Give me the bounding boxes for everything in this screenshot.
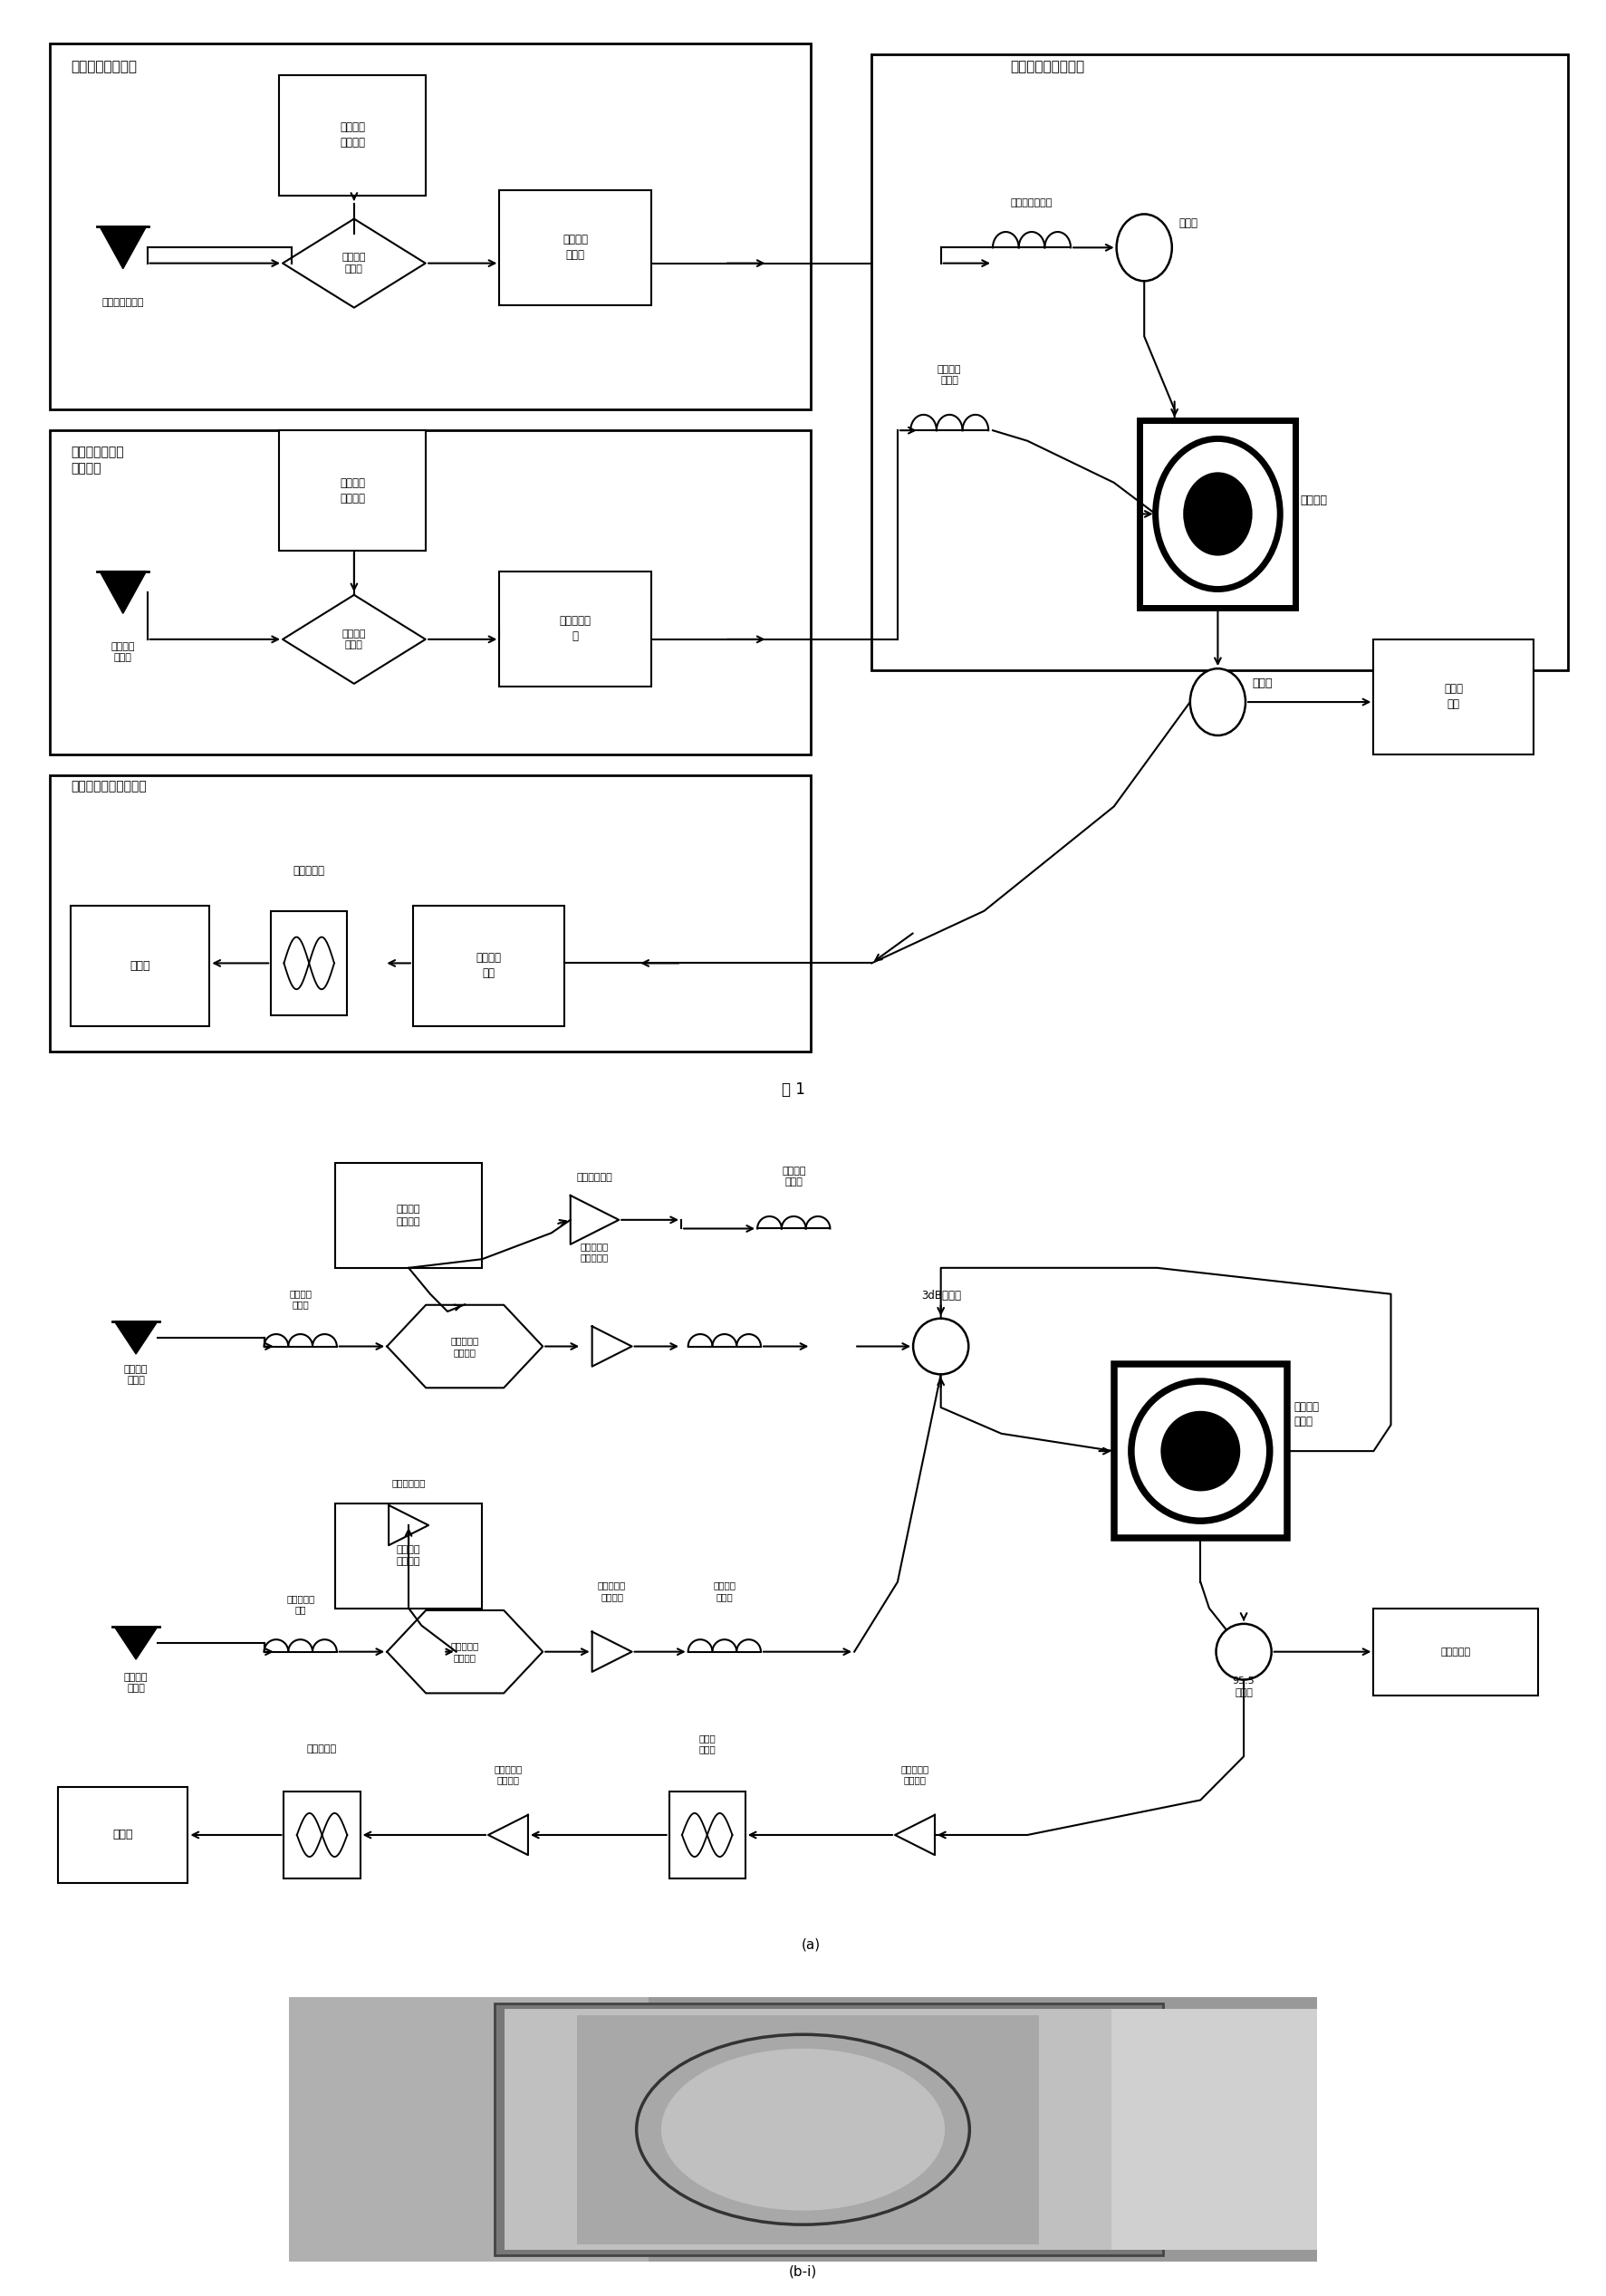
Text: 高功率掺铒
光纤放大器: 高功率掺铒 光纤放大器 (580, 1242, 609, 1263)
Circle shape (636, 2034, 970, 2225)
Text: 第四偏振控
制器: 第四偏振控 制器 (286, 1593, 315, 1614)
Text: 示波器: 示波器 (130, 960, 151, 971)
Text: 载波抑制双边带
产生系统: 载波抑制双边带 产生系统 (71, 445, 124, 475)
Text: 功率监
控器: 功率监 控器 (1444, 684, 1463, 709)
Bar (577, 2016, 1039, 2243)
Text: 第二电信
号发生器: 第二电信 号发生器 (339, 478, 365, 505)
Polygon shape (283, 595, 426, 684)
Circle shape (1216, 1623, 1272, 1681)
Text: 第二偏振
控制器: 第二偏振 控制器 (713, 1582, 736, 1600)
Text: 频率调制码型解调系统: 频率调制码型解调系统 (71, 781, 146, 792)
Text: 第一电放大器: 第一电放大器 (577, 1173, 612, 1182)
Text: 3dB耦合器: 3dB耦合器 (920, 1290, 960, 1302)
Text: 非归零信号发生器: 非归零信号发生器 (71, 60, 137, 73)
Bar (71, 905, 209, 1026)
Polygon shape (389, 1506, 429, 1545)
Text: 硅基微环: 硅基微环 (1299, 494, 1327, 505)
Bar (504, 2009, 1153, 2250)
Bar (1111, 2009, 1317, 2250)
Text: 硅基环形
谐振腔: 硅基环形 谐振腔 (1294, 1401, 1319, 1428)
Bar (872, 55, 1569, 670)
Text: 功率监控器: 功率监控器 (1441, 1646, 1471, 1655)
Circle shape (1131, 1382, 1270, 1520)
Text: 第二电放大器: 第二电放大器 (392, 1479, 426, 1488)
Text: 窄带滤波器: 窄带滤波器 (294, 866, 324, 877)
Polygon shape (593, 1327, 631, 1366)
Bar (413, 905, 564, 1026)
Bar (499, 572, 650, 687)
Bar (670, 1791, 745, 1878)
Polygon shape (114, 1626, 157, 1660)
Circle shape (1116, 214, 1172, 280)
Text: 功分器: 功分器 (1253, 677, 1274, 689)
Text: 第二可调
激光器: 第二可调 激光器 (124, 1671, 148, 1692)
Text: 第一偏振
控制器: 第一偏振 控制器 (782, 1166, 806, 1187)
Bar (1140, 420, 1296, 608)
Bar (50, 44, 811, 409)
Text: 第一光放大
器: 第一光放大 器 (559, 615, 591, 643)
Circle shape (1161, 1412, 1240, 1490)
Text: 第二马赫曾
德调制器: 第二马赫曾 德调制器 (451, 1642, 479, 1662)
Text: 第二偏振
控制器: 第二偏振 控制器 (938, 365, 962, 386)
Text: 第二电光
调制器: 第二电光 调制器 (342, 629, 366, 650)
Text: 第三掺铒光
纤放大器: 第三掺铒光 纤放大器 (495, 1763, 522, 1784)
Bar (289, 1998, 649, 2262)
Bar (499, 191, 650, 305)
Bar (336, 1164, 482, 1267)
Bar (279, 429, 426, 551)
Text: 第一电信
号发生器: 第一电信 号发生器 (397, 1205, 421, 1226)
Circle shape (1190, 668, 1246, 735)
Bar (271, 912, 347, 1015)
Text: 图 1: 图 1 (782, 1081, 806, 1097)
Text: 第一电信
号发生器: 第一电信 号发生器 (339, 122, 365, 149)
Circle shape (1184, 473, 1253, 556)
Polygon shape (895, 1814, 935, 1855)
Text: 第二可调
激光器: 第二可调 激光器 (111, 643, 135, 661)
Circle shape (914, 1318, 968, 1375)
Circle shape (662, 2048, 944, 2211)
Polygon shape (100, 227, 146, 269)
Polygon shape (593, 1632, 631, 1671)
Text: 第一马赫曾
德调制器: 第一马赫曾 德调制器 (451, 1336, 479, 1357)
Bar (1373, 638, 1534, 753)
Bar (284, 1791, 360, 1878)
Bar (1115, 1364, 1286, 1538)
Bar (495, 2004, 1163, 2255)
Bar (50, 776, 811, 1052)
Polygon shape (387, 1304, 543, 1387)
Text: 第一电光
调制器: 第一电光 调制器 (342, 253, 366, 273)
Text: 第二掺铒光
纤放大器: 第二掺铒光 纤放大器 (901, 1763, 928, 1784)
Text: 第一偏振控制器: 第一偏振控制器 (1010, 197, 1052, 207)
Text: 第二电信
号发生器: 第二电信 号发生器 (397, 1545, 421, 1566)
Text: 窄带滤波器: 窄带滤波器 (307, 1745, 337, 1754)
Bar (336, 1504, 482, 1607)
Text: 第一掺铒光
纤放大器: 第一掺铒光 纤放大器 (597, 1582, 626, 1600)
Text: (b-i): (b-i) (789, 2264, 817, 2278)
Polygon shape (283, 218, 426, 308)
Polygon shape (114, 1320, 157, 1355)
Text: 硅基环形谐振腔系统: 硅基环形谐振腔系统 (1010, 60, 1084, 73)
Text: 示波器: 示波器 (112, 1830, 133, 1841)
Polygon shape (387, 1609, 543, 1692)
Text: 第一可调
激光器: 第一可调 激光器 (124, 1364, 148, 1384)
Text: 光带通
滤波器: 光带通 滤波器 (699, 1733, 716, 1754)
Text: 高功率光
放大器: 高功率光 放大器 (562, 234, 588, 262)
Polygon shape (488, 1814, 528, 1855)
Bar (279, 76, 426, 195)
Text: 第一可调激光器: 第一可调激光器 (103, 298, 145, 308)
Text: 第三偏振
控制器: 第三偏振 控制器 (289, 1288, 312, 1309)
Bar (1373, 1607, 1539, 1694)
Polygon shape (100, 572, 146, 613)
Circle shape (1155, 439, 1280, 590)
Text: 95:5
功分器: 95:5 功分器 (1232, 1676, 1254, 1697)
Text: 耦合器: 耦合器 (1179, 218, 1198, 230)
Bar (58, 1786, 188, 1883)
Bar (50, 429, 811, 753)
Text: (a): (a) (801, 1938, 821, 1952)
Text: 第二光放
大器: 第二光放 大器 (475, 953, 501, 980)
Polygon shape (570, 1196, 618, 1244)
